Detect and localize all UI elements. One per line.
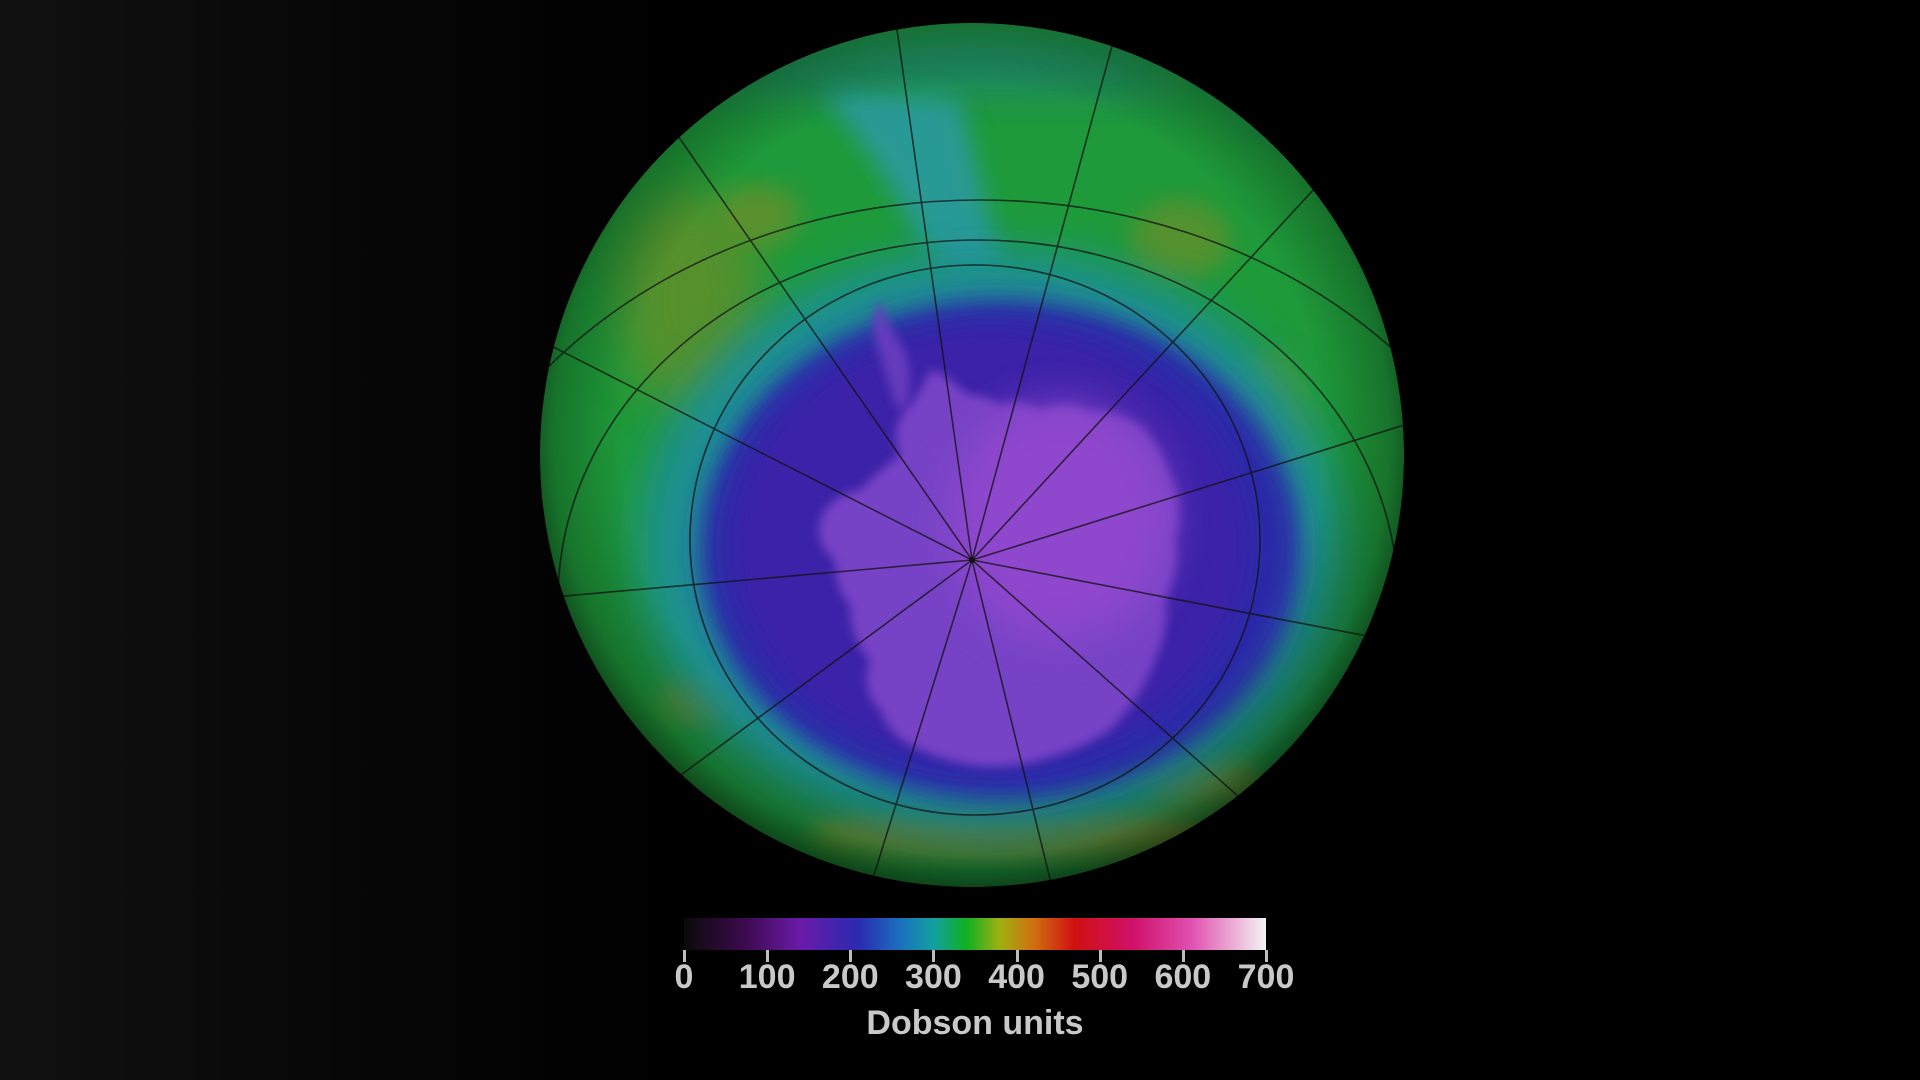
color-scale-tick [683, 950, 686, 962]
color-scale-gradient [684, 918, 1266, 950]
color-scale-tick [766, 950, 770, 962]
color-scale-tick-label: 100 [738, 958, 796, 996]
ozone-layer [540, 23, 1404, 887]
color-scale-tick [932, 950, 936, 962]
south-pole-marker [969, 557, 975, 563]
color-scale-tick-label: 600 [1154, 958, 1212, 996]
color-scale-bar [683, 918, 1268, 962]
color-scale-tick-label: 200 [821, 958, 879, 996]
color-scale-tick [1265, 950, 1268, 962]
color-scale-tick [849, 950, 853, 962]
color-scale-tick [1015, 950, 1019, 962]
color-scale-tick [1098, 950, 1102, 962]
color-scale-tick [1181, 950, 1185, 962]
color-scale-unit-label: Dobson units [866, 1004, 1084, 1042]
color-scale-tick-label: 500 [1071, 958, 1129, 996]
color-scale-tick-label: 400 [988, 958, 1045, 996]
color-scale-tick-label: 0 [674, 958, 694, 996]
color-scale-tick-label: 300 [905, 958, 962, 996]
color-scale-tick-label: 700 [1237, 958, 1295, 996]
color-scale-tick-labels: 0 100 200 300 400 500 600 700 [675, 958, 1295, 1000]
